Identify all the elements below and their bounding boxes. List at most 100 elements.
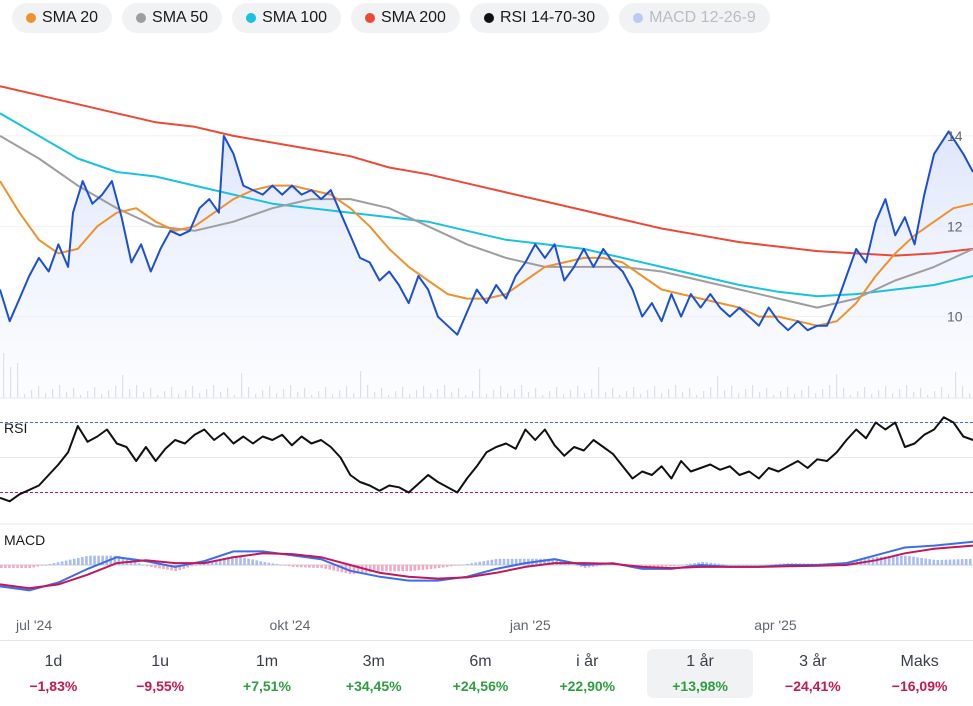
period-change: +34,45% <box>345 678 402 694</box>
macd-histogram-bar <box>887 556 891 565</box>
x-axis: jul '24 okt '24 jan '25 apr '25 <box>15 617 797 633</box>
macd-histogram-bar <box>352 565 356 575</box>
macd-histogram-bar <box>750 565 753 566</box>
macd-histogram-bar <box>709 562 713 565</box>
x-tick-label: jul '24 <box>15 617 52 633</box>
macd-histogram-bar <box>745 565 749 566</box>
price-series-line <box>0 130 973 336</box>
macd-histogram-bar <box>324 565 327 569</box>
macd-histogram-bar <box>916 557 919 565</box>
legend-dot-icon <box>26 13 36 23</box>
macd-histogram-bar <box>263 562 267 565</box>
macd-histogram-bar <box>381 565 384 572</box>
macd-histogram-bar <box>522 558 526 565</box>
x-tick-label: okt '24 <box>270 617 311 633</box>
y-axis: 14 12 10 <box>947 128 963 325</box>
sma50-line <box>0 135 973 309</box>
period-button-1-r[interactable]: 1 år +13,98% <box>646 649 754 698</box>
macd-histogram-bar <box>445 565 449 567</box>
legend-chip-sma-200[interactable]: SMA 200 <box>351 3 460 33</box>
macd-histogram-bar <box>575 565 579 566</box>
macd-histogram-bar <box>904 555 907 565</box>
macd-histogram-bar <box>275 564 279 565</box>
sma-lines <box>0 85 973 327</box>
period-button-maks[interactable]: Maks −16,09% <box>866 641 973 706</box>
legend-dot-icon <box>633 13 644 23</box>
macd-histogram-bar <box>494 559 498 565</box>
macd-histogram-bar <box>60 561 64 565</box>
indicator-legend: SMA 20 SMA 50 SMA 100 SMA 200 RSI 14-70-30 MA… <box>12 3 770 33</box>
period-button-6m[interactable]: 6m +24,56% <box>427 641 534 706</box>
period-button-i-r[interactable]: i år +22,90% <box>534 641 641 706</box>
macd-histogram-bar <box>433 565 437 569</box>
macd-histogram-bar <box>283 565 287 566</box>
macd-histogram-bar <box>235 556 238 565</box>
macd-histogram-bar <box>908 556 911 565</box>
macd-histogram-bar <box>737 565 741 566</box>
macd-histogram-bar <box>547 558 550 565</box>
macd-histogram-bar <box>389 565 392 572</box>
period-change: −1,83% <box>29 678 78 694</box>
y-tick-label: 10 <box>947 309 963 325</box>
legend-chip-label: MACD 12-26-9 <box>649 9 756 26</box>
legend-chip-sma-20[interactable]: SMA 20 <box>12 3 113 33</box>
macd-histogram-bar <box>754 565 757 566</box>
x-tick-label: apr '25 <box>754 617 797 633</box>
macd-histogram-bar <box>8 565 11 569</box>
macd-histogram-bar <box>222 557 226 565</box>
period-label: 3m <box>362 653 385 670</box>
macd-histogram-bar <box>405 565 409 572</box>
macd-histogram-bar <box>279 564 283 566</box>
macd-histogram-bar <box>895 556 899 565</box>
macd-histogram-bar <box>68 559 72 565</box>
macd-histogram-bar <box>401 565 404 572</box>
macd-histogram-bar <box>604 565 607 566</box>
macd-histogram-bar <box>137 563 141 565</box>
macd-histogram-bar <box>689 563 692 565</box>
macd-histogram-bar <box>77 557 80 565</box>
legend-chip-label: SMA 200 <box>381 9 446 26</box>
macd-histogram-bar <box>571 564 575 566</box>
macd-histogram-bar <box>600 565 603 566</box>
period-button-1m[interactable]: 1m +7,51% <box>214 641 321 706</box>
legend-chip-sma-50[interactable]: SMA 50 <box>122 3 223 33</box>
macd-histogram-bar <box>64 560 68 565</box>
macd-histogram-bar <box>677 565 680 566</box>
macd-histogram-bar <box>725 564 729 566</box>
macd-histogram-bar <box>506 558 510 565</box>
price-chart[interactable]: 14 12 10 RSI MACD jul '24 okt '24 jan '25 apr… <box>0 40 973 640</box>
period-button-1u[interactable]: 1u −9,55% <box>107 641 214 706</box>
macd-histogram-bar <box>247 558 250 565</box>
macd-histogram-bar <box>409 565 413 572</box>
macd-panel-label: MACD <box>4 532 45 548</box>
sma20-line <box>0 180 973 327</box>
macd-histogram-bar <box>685 564 688 565</box>
macd-histogram-bar <box>458 565 461 566</box>
macd-histogram-bar <box>166 565 169 570</box>
macd-histogram-bar <box>956 559 960 565</box>
period-change: −9,55% <box>136 678 185 694</box>
macd-histogram-bar <box>304 565 307 568</box>
price-line <box>0 130 973 336</box>
macd-histogram-bar <box>782 563 786 565</box>
macd-histogram-bar <box>356 565 360 574</box>
sma100-line <box>0 112 973 298</box>
macd-histogram-bar <box>44 564 48 566</box>
period-button-3m[interactable]: 3m +34,45% <box>320 641 427 706</box>
rsi-line <box>0 416 973 503</box>
legend-chip-label: SMA 100 <box>262 9 327 26</box>
legend-chip-sma-100[interactable]: SMA 100 <box>232 3 341 33</box>
macd-histogram-bar <box>227 557 230 565</box>
legend-chip-rsi-14-70-30[interactable]: RSI 14-70-30 <box>469 3 610 33</box>
macd-histogram-bar <box>482 561 486 565</box>
period-button-3-r[interactable]: 3 år −24,41% <box>759 641 866 706</box>
period-label: Maks <box>900 653 939 670</box>
legend-chip-macd-12-26-9[interactable]: MACD 12-26-9 <box>619 3 770 33</box>
macd-histogram-bar <box>255 560 259 565</box>
period-selector: 1d −1,83% 1u −9,55% 1m +7,51% 3m +34,45% 6m +24,5… <box>0 640 973 706</box>
macd-histogram-bar <box>741 565 745 566</box>
macd-histogram-bar <box>218 558 222 565</box>
macd-histogram-bar <box>518 558 522 565</box>
macd-histogram-bar <box>437 565 441 569</box>
period-button-1d[interactable]: 1d −1,83% <box>0 641 107 706</box>
